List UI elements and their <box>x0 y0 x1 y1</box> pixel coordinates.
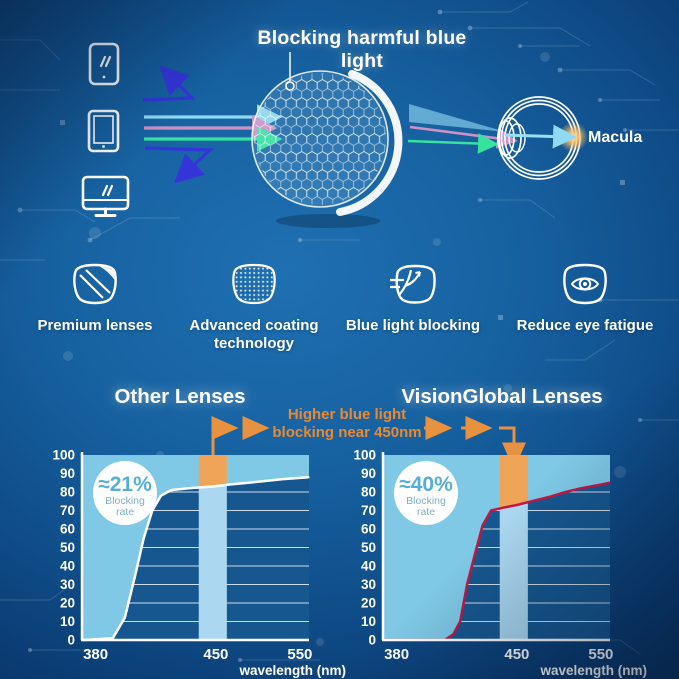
y-tick-label: 70 <box>361 503 376 518</box>
annotation-higher-blocking: Higher blue light blocking near 450nm <box>227 406 467 442</box>
eye-comfort-icon <box>563 263 607 305</box>
feature-label-reduce-eye-fatigue: Reduce eye fatigue <box>516 317 654 334</box>
x-tick-label: 380 <box>83 646 108 663</box>
y-tick-label: 30 <box>361 577 376 592</box>
monitor-icon <box>81 175 130 217</box>
y-tick-label: 80 <box>361 485 376 500</box>
feature-label-premium-lenses: Premium lenses <box>37 317 153 334</box>
y-tick-label: 40 <box>361 559 376 574</box>
y-tick-label: 0 <box>67 633 75 648</box>
blue-light-lens <box>251 70 403 228</box>
y-tick-label: 50 <box>361 540 376 555</box>
macula-label: Macula <box>588 129 643 146</box>
feature-label-advanced-coating: Advanced coating technology <box>189 317 319 353</box>
y-tick-label: 90 <box>361 466 376 481</box>
y-tick-label: 0 <box>368 633 376 648</box>
y-tick-label: 20 <box>361 596 376 611</box>
badge-value: ≈21% <box>98 473 152 496</box>
x-tick-label: 380 <box>384 646 409 663</box>
blue-light-blocking-icon <box>390 264 436 304</box>
y-tick-label: 20 <box>60 596 75 611</box>
y-tick-label: 100 <box>353 448 376 463</box>
x-axis-title: wavelength (nm) <box>539 663 647 678</box>
x-tick-label: 450 <box>504 646 529 663</box>
filtered-green-beam <box>407 133 499 154</box>
feature-label-blue-light-blocking: Blue light blocking <box>345 317 481 334</box>
x-tick-label: 450 <box>203 646 228 663</box>
diagram-title: Blocking harmful blue light <box>257 27 467 72</box>
x-tick-label: 550 <box>287 646 312 663</box>
smartphone-icon <box>88 42 120 86</box>
badge-value: ≈40% <box>399 473 453 496</box>
y-tick-label: 30 <box>60 577 75 592</box>
y-tick-label: 90 <box>60 466 75 481</box>
y-tick-label: 70 <box>60 503 75 518</box>
y-tick-label: 60 <box>60 522 75 537</box>
y-tick-label: 80 <box>60 485 75 500</box>
tablet-icon <box>87 109 120 153</box>
reflected-blue-ray-top <box>142 65 196 102</box>
y-tick-label: 50 <box>60 540 75 555</box>
y-tick-label: 100 <box>52 448 75 463</box>
y-tick-label: 60 <box>361 522 376 537</box>
macula-ray <box>504 124 577 149</box>
y-tick-label: 10 <box>60 614 75 629</box>
badge-label: rate <box>116 506 134 518</box>
chart-visionglobal-lenses: 0 10 20 30 40 50 60 70 80 90 100 380 450 550 wavelengt… <box>341 445 661 679</box>
x-tick-label: 550 <box>588 646 613 663</box>
y-tick-label: 10 <box>361 614 376 629</box>
reflected-blue-ray-bottom <box>144 146 214 184</box>
coated-lens-icon <box>232 263 276 305</box>
premium-lens-icon <box>73 263 117 305</box>
badge-label: rate <box>417 506 435 518</box>
annotation-line2: blocking near 450nm <box>272 424 422 441</box>
y-tick-label: 40 <box>60 559 75 574</box>
chart-other-lenses: 0 10 20 30 40 50 60 70 80 90 100 380 450 550 wavelengt… <box>40 445 360 679</box>
annotation-line1: Higher blue light <box>287 406 407 423</box>
x-axis-title: wavelength (nm) <box>238 663 346 678</box>
